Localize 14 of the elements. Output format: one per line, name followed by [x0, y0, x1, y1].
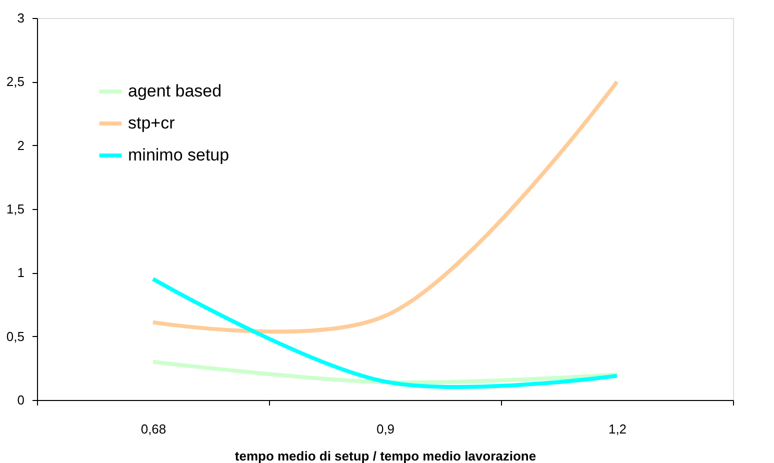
x-axis-title: tempo medio di setup / tempo medio lavorazione	[234, 448, 536, 463]
x-tick-label: 0,9	[376, 422, 395, 436]
legend-label: stp+cr	[128, 114, 176, 132]
y-tick-label: 1,5	[6, 202, 24, 216]
y-tick-label: 3	[17, 10, 24, 26]
y-tick-label: 0,5	[6, 328, 24, 344]
legend-label: agent based	[128, 82, 222, 100]
y-tick-label: 1	[17, 265, 24, 280]
y-tick-label: 0	[17, 392, 24, 408]
y-tick-label: 2,5	[6, 74, 24, 90]
y-tick-label: 2	[17, 138, 24, 153]
x-tick-label: 1,2	[608, 422, 627, 436]
legend-label: minimo setup	[128, 146, 230, 164]
x-tick-label: 0,68	[140, 422, 166, 436]
